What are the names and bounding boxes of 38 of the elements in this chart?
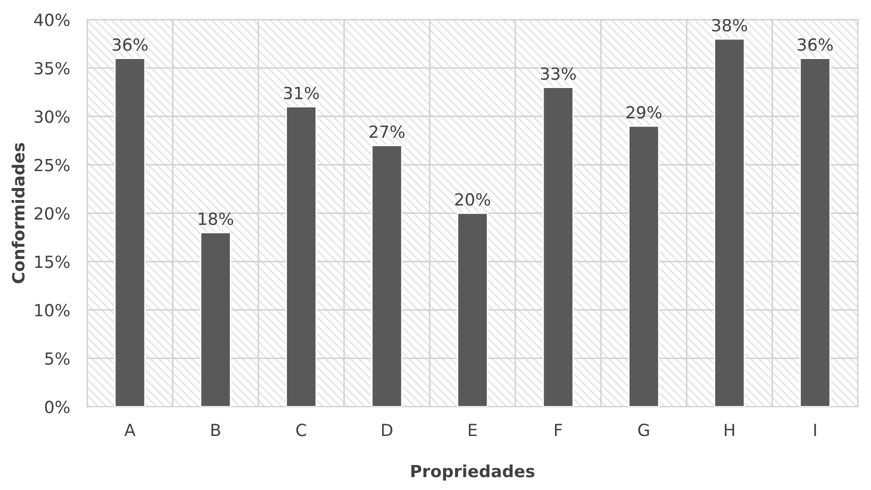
y-tick-label: 10% bbox=[35, 304, 70, 316]
bar bbox=[200, 232, 232, 407]
bar bbox=[371, 144, 403, 407]
y-tick-label: 30% bbox=[34, 110, 70, 123]
y-tick-label: 25% bbox=[34, 158, 70, 172]
y-tick-label: 40% bbox=[34, 14, 70, 26]
y-axis-title: Conformidades bbox=[12, 143, 25, 284]
x-tick-label: G bbox=[638, 424, 649, 436]
x-tick-label: I bbox=[814, 424, 816, 436]
data-label: 27% bbox=[370, 125, 404, 138]
x-tick-label: A bbox=[124, 424, 136, 436]
data-label: 36% bbox=[112, 38, 148, 51]
y-tick-label: 20% bbox=[34, 207, 70, 220]
data-label: 38% bbox=[712, 18, 748, 32]
bar bbox=[456, 212, 488, 407]
x-tick-label: B bbox=[211, 424, 220, 436]
data-label: 36% bbox=[798, 38, 833, 51]
y-tick-label: 5% bbox=[45, 352, 70, 365]
data-label: 33% bbox=[540, 67, 576, 80]
data-label: 18% bbox=[198, 212, 234, 226]
bar bbox=[714, 38, 746, 407]
y-tick-label: 15% bbox=[35, 256, 70, 268]
x-tick-label: D bbox=[382, 424, 392, 436]
x-tick-label: F bbox=[555, 424, 562, 436]
bar bbox=[286, 106, 317, 407]
x-tick-label: E bbox=[468, 424, 477, 436]
x-tick-label: H bbox=[724, 424, 734, 436]
bar bbox=[114, 58, 146, 407]
x-tick-label: C bbox=[296, 424, 306, 436]
y-tick-label: 35% bbox=[34, 62, 70, 75]
x-axis-title: Propriedades bbox=[411, 464, 534, 481]
bar bbox=[628, 125, 660, 407]
data-label: 29% bbox=[626, 106, 662, 119]
y-tick-label: 0% bbox=[45, 400, 70, 414]
data-label: 31% bbox=[284, 86, 319, 100]
bar bbox=[799, 58, 831, 407]
data-label: 20% bbox=[455, 193, 490, 206]
bar bbox=[542, 86, 574, 407]
